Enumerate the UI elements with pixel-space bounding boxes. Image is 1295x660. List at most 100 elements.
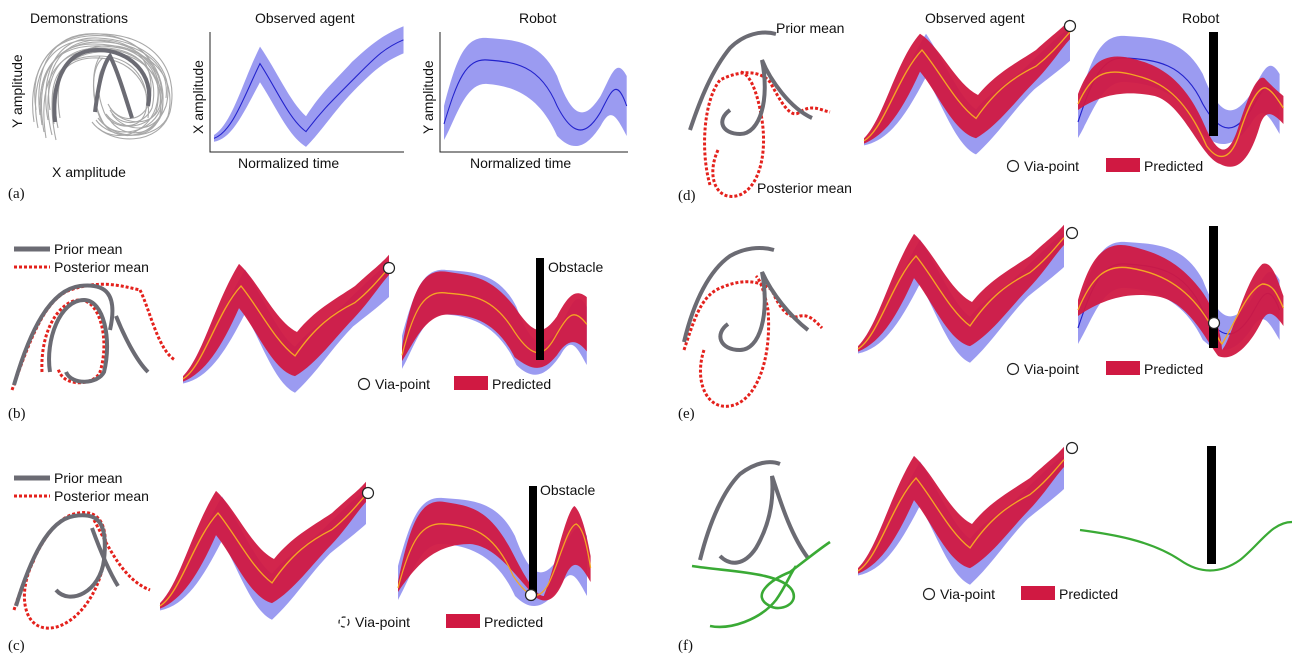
obstacle-label: Obstacle (540, 482, 595, 498)
demo-y-label: Y amplitude (9, 54, 25, 128)
via-point-marker (1065, 226, 1079, 240)
executed-trajectory-xy-tail (709, 565, 798, 629)
predicted-band (1078, 244, 1284, 358)
predicted-legend-label: Predicted (1144, 361, 1203, 377)
legend-prior-label: Prior mean (54, 241, 122, 257)
predicted-band (1078, 56, 1284, 167)
prior-band (214, 26, 404, 147)
via-point-legend-icon (357, 377, 371, 391)
obstacle-bar (1207, 446, 1216, 564)
robot-y-label: Y amplitude (420, 60, 436, 134)
predicted-band (858, 446, 1064, 574)
observed-agent-f (857, 446, 1065, 585)
obstacle-bar (1209, 32, 1218, 136)
predicted-legend-label: Predicted (1059, 586, 1118, 602)
observed-agent-c (159, 481, 367, 620)
via-point-legend-label: Via-point (355, 614, 410, 630)
trajectory-xy-e (682, 246, 824, 408)
via-point-marker (361, 486, 375, 500)
posterior-mean-label: Posterior mean (757, 180, 852, 196)
predicted-legend-label: Predicted (492, 376, 551, 392)
observed-agent-y-label: X amplitude (190, 60, 206, 134)
via-point-legend-label: Via-point (1024, 158, 1079, 174)
observed-agent-title: Observed agent (925, 10, 1025, 26)
trajectory-xy-c (12, 511, 151, 630)
trajectory-xy-d (688, 30, 831, 198)
panel-label-b: (b) (8, 406, 26, 422)
predicted-legend-label: Predicted (1144, 158, 1203, 174)
via-point-marker (382, 261, 396, 275)
predicted-band (398, 501, 591, 601)
prior-mean-loop (720, 59, 813, 137)
prior-mean-tail (90, 527, 120, 588)
prior-mean-path (688, 30, 777, 131)
panel-label-e: (e) (678, 406, 695, 422)
panel-e: Via-point Predicted (e) (678, 224, 1285, 422)
legend-posterior-label: Posterior mean (54, 488, 149, 504)
observed-agent-x-label: Normalized time (238, 155, 339, 171)
prior-mean-loop (47, 297, 109, 384)
posterior-mean-loop (699, 274, 771, 408)
prior-mean-path (682, 246, 775, 343)
robot-title: Robot (1182, 10, 1219, 26)
via-point-legend-icon (1006, 159, 1020, 173)
panel-c: Prior mean Posterior mean Obstacle Via-p… (8, 470, 595, 654)
via-point-marker (1065, 441, 1079, 455)
executed-trajectory-xy (691, 540, 831, 610)
prior-mean-loop (718, 271, 810, 353)
via-point-legend-icon (922, 587, 936, 601)
predicted-legend-label: Predicted (484, 614, 543, 630)
via-point-legend-label: Via-point (375, 376, 430, 392)
prior-mean-path (12, 283, 115, 386)
predicted-mean-line (863, 31, 1071, 142)
prior-mean-tail (114, 315, 150, 374)
predicted-band (858, 224, 1064, 352)
robot-e (1077, 241, 1285, 358)
panel-label-f: (f) (678, 638, 693, 654)
predicted-legend-swatch (1021, 586, 1055, 600)
robot-prior (443, 37, 628, 147)
prior-mean-label: Prior mean (776, 20, 844, 36)
robot-c (397, 497, 592, 607)
robot-x-label: Normalized time (470, 155, 571, 171)
predicted-mean-line (857, 459, 1065, 572)
legend-prior-label: Prior mean (54, 470, 122, 486)
prior-band (444, 37, 627, 147)
via-point-marker-robot (524, 588, 538, 602)
panel-d: Prior mean Posterior mean Observed agent… (678, 10, 1284, 204)
prior-mean-line (213, 39, 404, 139)
observed-agent-axes (209, 32, 404, 153)
posterior-mean-path (10, 282, 141, 391)
via-point-legend-icon (1006, 362, 1020, 376)
obstacle-bar (1209, 226, 1218, 348)
observed-agent-d (863, 19, 1071, 155)
via-point-marker-robot (1207, 316, 1221, 330)
demo-x-label: X amplitude (52, 164, 126, 180)
executed-trajectory-robot (1079, 520, 1293, 572)
predicted-band (183, 254, 389, 382)
robot-title: Robot (519, 10, 556, 26)
robot-axes (439, 32, 628, 153)
predicted-mean-line (159, 494, 367, 607)
panel-b: Prior mean Posterior mean Obstacle Via-p… (8, 241, 603, 422)
obstacle-bar (536, 258, 544, 360)
posterior-mean-path (703, 71, 831, 186)
predicted-legend-swatch (1106, 158, 1140, 172)
posterior-mean-path (682, 280, 824, 351)
via-point-legend-label: Via-point (940, 586, 995, 602)
prior-mean-loop (718, 475, 810, 565)
robot-b (401, 269, 588, 375)
panel-f: Via-point Predicted (f) (678, 441, 1293, 654)
prior-mean-path (698, 460, 781, 561)
demonstrations-prior-loop (93, 52, 134, 119)
obstacle-label: Obstacle (548, 259, 603, 275)
legend-c: Prior mean Posterior mean (14, 470, 149, 504)
predicted-legend-swatch (454, 376, 488, 390)
prior-mean-path (14, 513, 107, 607)
predicted-band (160, 481, 366, 609)
obstacle-bar (529, 486, 537, 594)
posterior-mean-loop (711, 70, 766, 198)
via-point-marker (1063, 19, 1077, 33)
observed-agent-b (182, 254, 390, 393)
